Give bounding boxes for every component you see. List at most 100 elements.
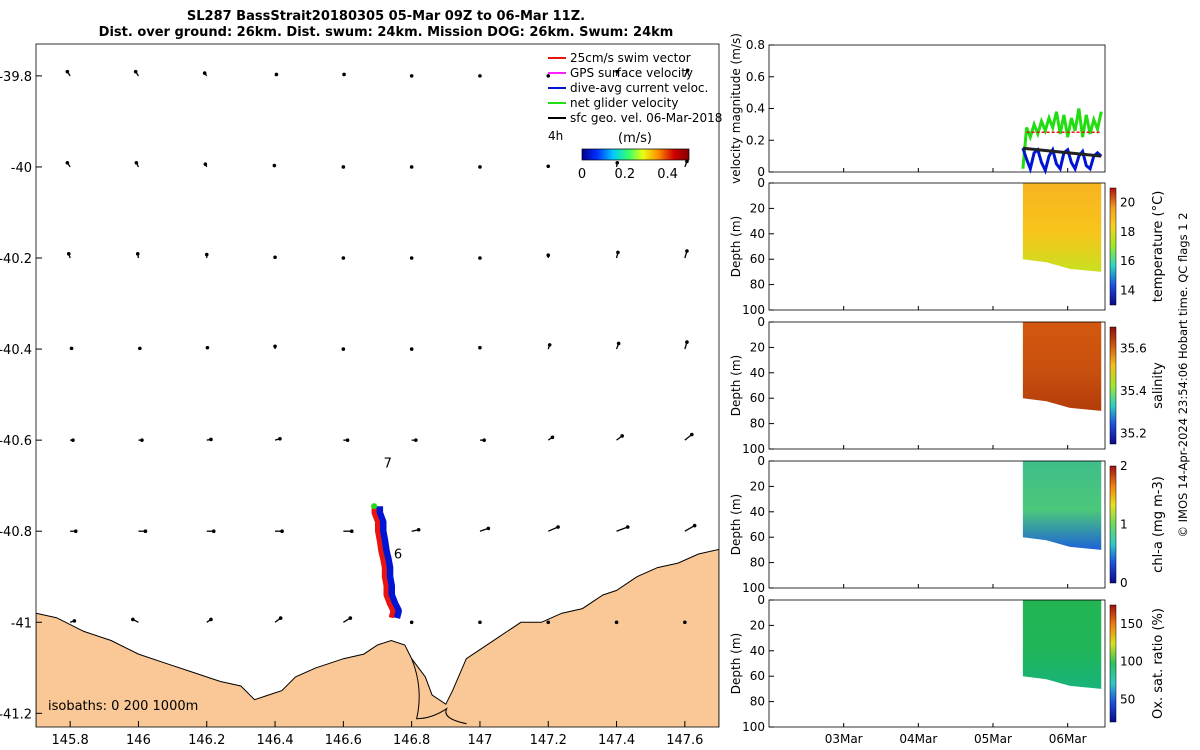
river-inlet [411, 658, 467, 725]
temperature-colorbar-tick-label: 14 [1120, 283, 1135, 297]
salinity-y-tick-label: 100 [742, 442, 765, 456]
temperature-y-tick-label: 20 [750, 201, 765, 215]
geo-velocity-arrowhead [556, 525, 560, 529]
salinity-y-tick-label: 60 [750, 391, 765, 405]
map-x-tick-label: 146.8 [393, 733, 430, 748]
geo-velocity-arrow [684, 525, 695, 532]
map-x-tick-label: 146 [126, 733, 151, 748]
geo-velocity-arrowhead [482, 438, 486, 442]
geo-velocity-arrowhead [71, 438, 75, 442]
salinity-y-tick-label: 20 [750, 340, 765, 354]
credit-text: © IMOS 14-Apr-2024 23:54:06 Hobart time.… [1176, 212, 1190, 538]
salinity-data-field [1022, 322, 1102, 411]
velocity-series-line [1021, 145, 1103, 175]
geo-velocity-arrowhead [416, 528, 421, 532]
chla-data-field [1022, 461, 1102, 550]
geo-velocity-arrowhead [273, 344, 277, 349]
oxygen-data-field [1022, 600, 1102, 689]
chla-ylabel: Depth (m) [729, 494, 743, 555]
geo-velocity-arrowhead [478, 345, 482, 350]
track-annotation: 7 [384, 456, 392, 471]
map-y-tick-label: -39.8 [0, 70, 32, 85]
colorbar-tick-label: 0 [578, 167, 586, 182]
geo-velocity-arrowhead [69, 346, 74, 351]
chla-colorbar-label: chl-a (mg m-3) [1151, 476, 1166, 573]
map-y-tick-label: -40.6 [0, 434, 32, 449]
chla-colorbar-tick-label: 0 [1120, 576, 1128, 590]
land-area [36, 548, 719, 727]
temperature-colorbar-tick-label: 16 [1120, 254, 1135, 268]
track-annotation: 6 [394, 548, 402, 563]
map-y-tick-label: -41 [11, 616, 32, 631]
map-y-tick-label: -40.4 [0, 343, 32, 358]
chla-y-tick-label: 20 [750, 479, 765, 493]
map-y-tick-label: -40 [11, 161, 32, 176]
velocity-ylabel: velocity magnitude (m/s) [729, 33, 743, 184]
temperature-y-tick-label: 80 [750, 278, 765, 292]
salinity-y-tick-label: 80 [750, 417, 765, 431]
chla-y-tick-label: 0 [757, 454, 765, 468]
geo-velocity-arrowhead [134, 160, 139, 165]
temperature-colorbar-label: temperature (°C) [1151, 191, 1166, 303]
geo-velocity-arrowhead [550, 435, 555, 440]
map-plot-area: 76 [36, 68, 719, 727]
geo-velocity-arrowhead [414, 438, 418, 442]
salinity-axes [768, 321, 1106, 450]
geo-velocity-arrowhead [133, 69, 138, 74]
geo-velocity-arrowhead [211, 529, 216, 534]
velocity-y-tick-label: 0.8 [746, 38, 765, 52]
geo-velocity-arrowhead [209, 617, 213, 622]
geo-velocity-arrowhead [625, 525, 630, 529]
geo-velocity-arrowhead [685, 249, 689, 253]
geo-velocity-arrowhead [65, 160, 70, 165]
geo-velocity-arrowhead [409, 347, 414, 351]
map-frame [35, 43, 720, 728]
legend-scale-label: 4h [548, 129, 563, 143]
map-y-tick-label: -40.8 [0, 525, 32, 540]
oxygen-y-tick-label: 100 [742, 720, 765, 734]
geo-velocity-arrowhead [409, 256, 414, 260]
geo-velocity-arrowhead [409, 165, 414, 169]
geo-velocity-arrowhead [204, 252, 209, 257]
map-y-tick-label: -41.2 [0, 707, 32, 722]
legend-entry: GPS surface velocity [570, 66, 693, 80]
geo-velocity-arrowhead [272, 163, 277, 168]
oxygen-y-tick-label: 60 [750, 669, 765, 683]
geo-velocity-arrowhead [616, 341, 621, 346]
geo-velocity-arrowhead [203, 162, 208, 166]
salinity-colorbar-tick-label: 35.6 [1120, 341, 1147, 355]
geo-velocity-arrowhead [274, 72, 279, 77]
swim-vector-track [371, 506, 396, 619]
colorbar-tick-label: 0.2 [614, 167, 635, 182]
oxygen-y-tick-label: 80 [750, 695, 765, 709]
geo-velocity-arrowhead [478, 620, 482, 625]
time-axis-tick-label: 05Mar [974, 732, 1012, 746]
velocity-y-tick-label: 0.6 [746, 70, 765, 84]
oxygen-y-tick-label: 20 [750, 618, 765, 632]
temperature-y-tick-label: 0 [757, 176, 765, 190]
temperature-y-tick-label: 60 [750, 252, 765, 266]
geo-velocity-arrowhead [546, 164, 551, 169]
geo-velocity-arrowhead [73, 529, 78, 534]
map-x-tick-label: 147 [468, 733, 493, 748]
oxygen-colorbar-tick-label: 100 [1120, 655, 1143, 669]
chla-y-tick-label: 60 [750, 530, 765, 544]
geo-velocity-arrowhead [72, 619, 77, 623]
colorbar-gradient [581, 148, 690, 161]
map-x-tick-label: 147.2 [530, 733, 567, 748]
geo-velocity-arrowhead [547, 343, 552, 347]
map-y-tick-label: -40.2 [0, 252, 32, 267]
geo-velocity-arrowhead [615, 160, 620, 165]
geo-velocity-arrowhead [685, 159, 689, 164]
chla-y-tick-label: 100 [742, 581, 765, 595]
chla-colorbar-tick-label: 2 [1120, 459, 1128, 473]
salinity-colorbar-label: salinity [1151, 362, 1166, 409]
current-velocity-track [373, 506, 402, 619]
geo-velocity-arrowhead [478, 165, 482, 169]
geo-velocity-arrowhead [615, 69, 620, 74]
temperature-colorbar-tick-label: 20 [1120, 196, 1135, 210]
temperature-colorbar-tick-label: 18 [1120, 225, 1135, 239]
geo-velocity-arrowhead [620, 434, 624, 438]
temperature-y-tick-label: 40 [750, 227, 765, 241]
